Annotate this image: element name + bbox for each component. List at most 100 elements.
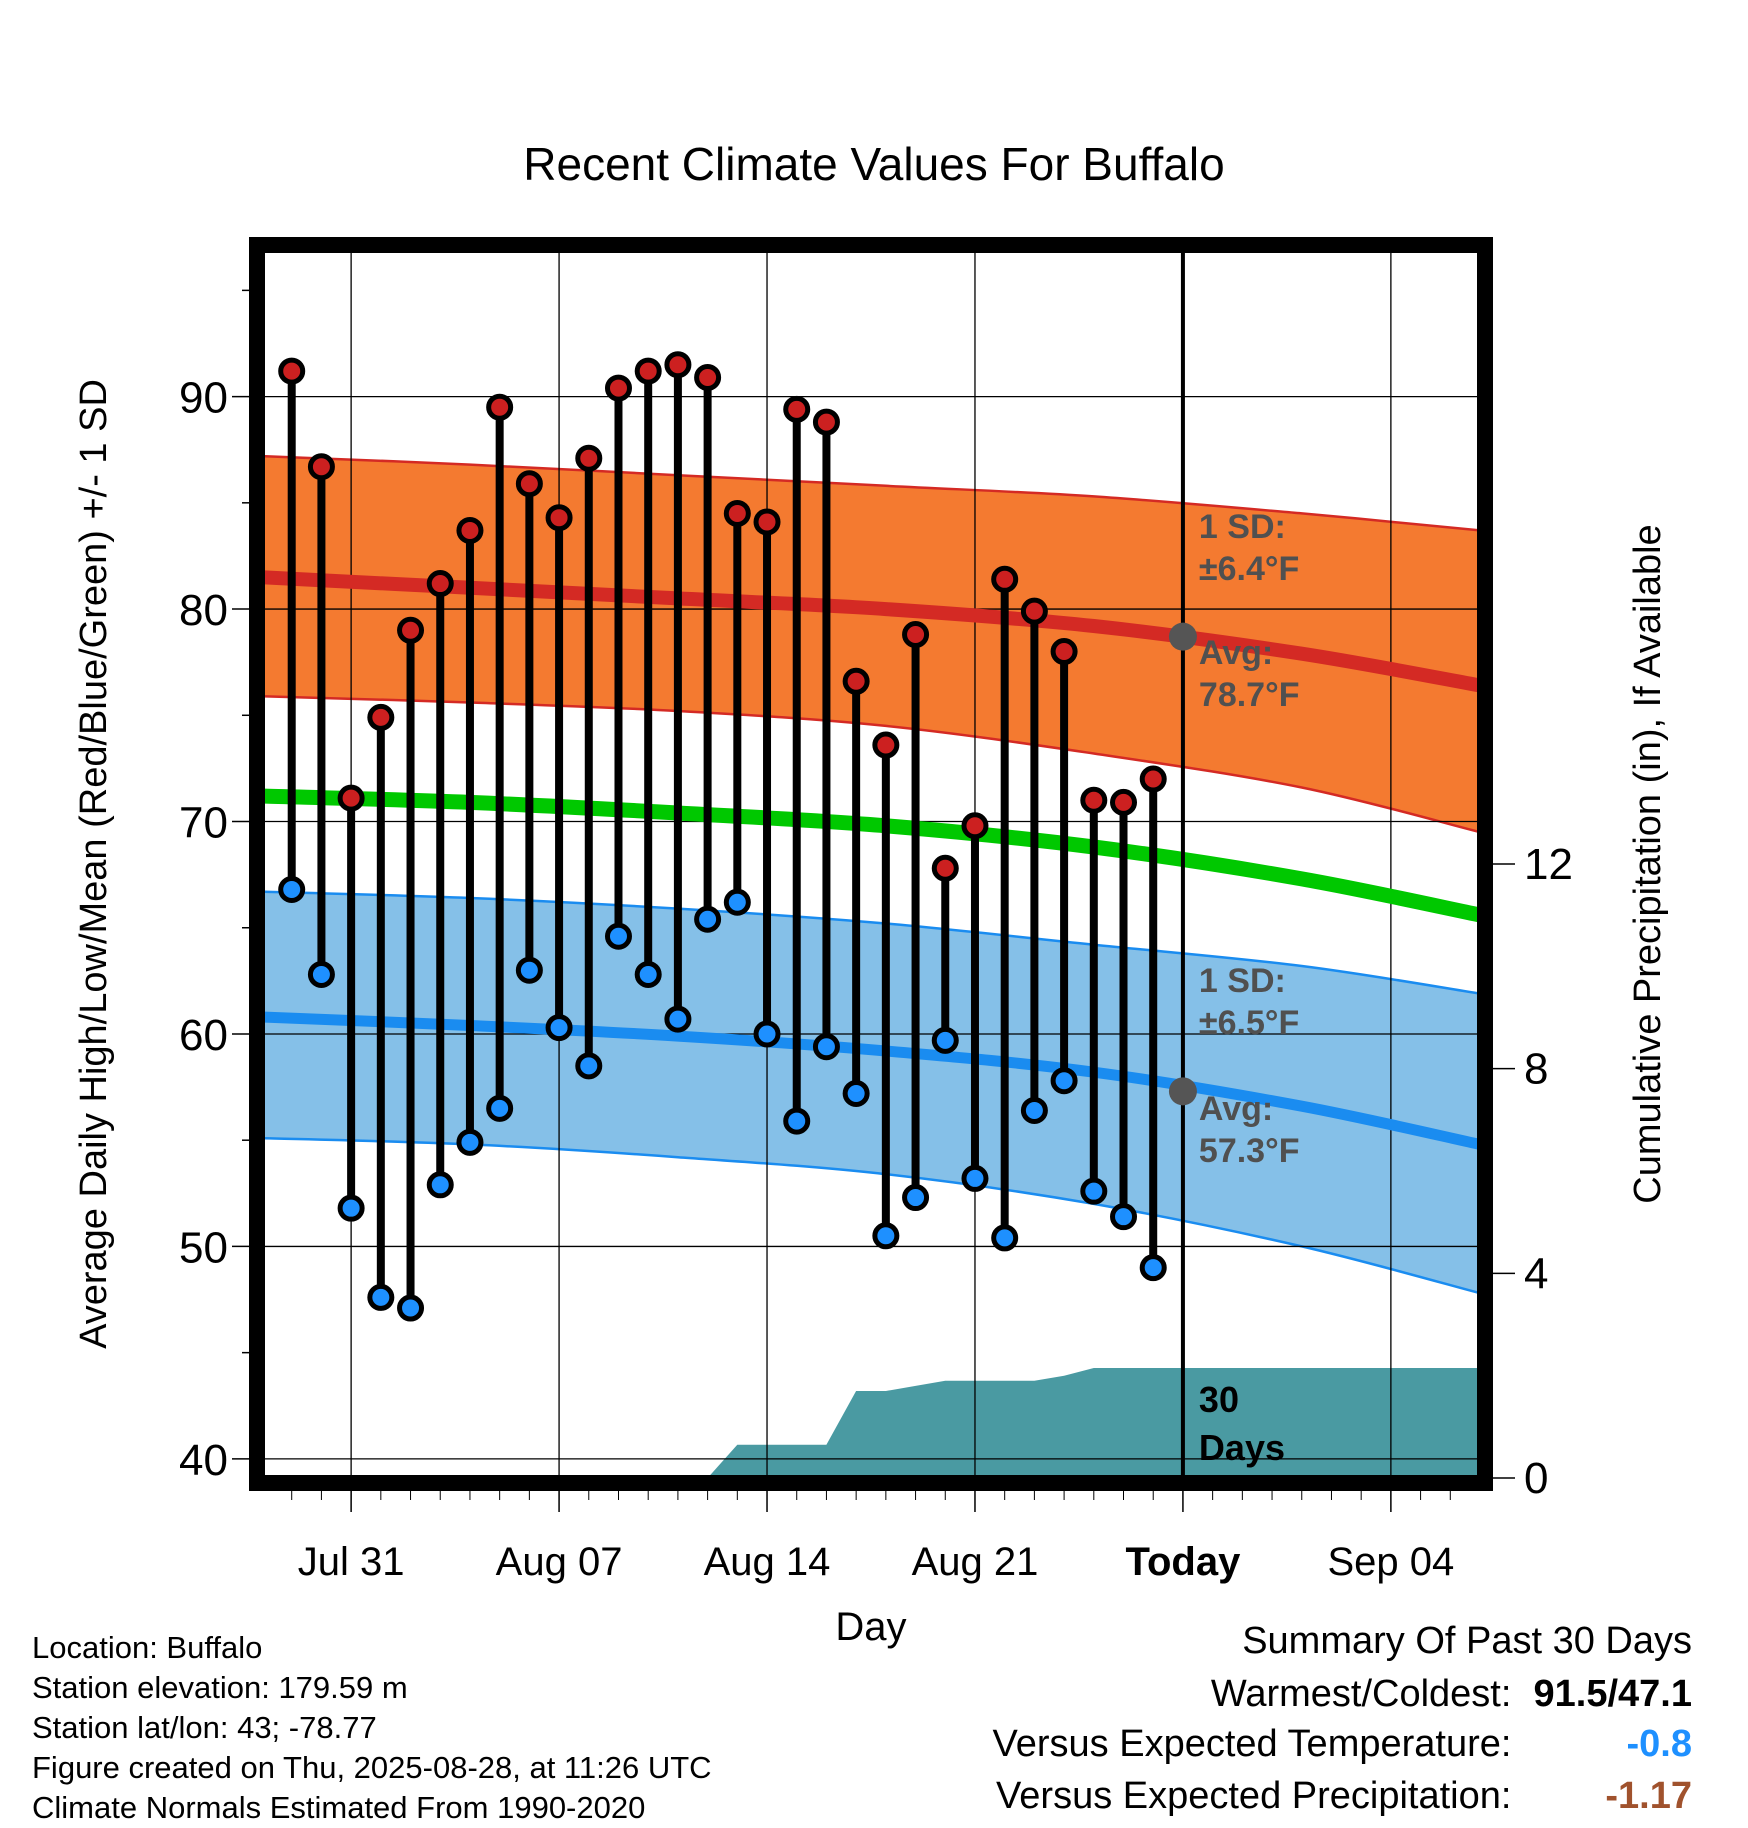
daily-high-point xyxy=(367,703,395,731)
today-low-avg-marker xyxy=(1168,1077,1197,1106)
daily-high-point xyxy=(575,444,603,472)
daily-high-point xyxy=(456,516,484,544)
x-tick-label: Today xyxy=(1126,1540,1242,1584)
daily-low-point xyxy=(931,1026,959,1054)
today-high-avg-marker xyxy=(1168,622,1197,651)
y2-axis-title: Cumulative Precipitation (in), If Availa… xyxy=(1627,524,1669,1203)
y2-tick-label: 0 xyxy=(1524,1454,1548,1503)
summary-precip-label: Versus Expected Precipitation: xyxy=(996,1775,1512,1817)
x-axis-title: Day xyxy=(835,1605,906,1649)
daily-low-point xyxy=(961,1164,989,1192)
daily-low-point xyxy=(367,1283,395,1311)
y-tick-label: 60 xyxy=(179,1011,228,1060)
summary-title: Summary Of Past 30 Days xyxy=(1242,1620,1692,1662)
daily-low-point xyxy=(1139,1254,1167,1282)
daily-low-point xyxy=(723,888,751,916)
daily-low-point xyxy=(1110,1203,1138,1231)
x-tick-label: Aug 21 xyxy=(912,1540,1039,1584)
daily-high-point xyxy=(1020,597,1048,625)
daily-high-point xyxy=(604,374,632,402)
daily-high-point xyxy=(753,508,781,536)
daily-low-point xyxy=(545,1014,573,1042)
daily-low-point xyxy=(1080,1177,1108,1205)
daily-low-point xyxy=(842,1079,870,1107)
summary-precip: Versus Expected Precipitation: -1.17 xyxy=(996,1775,1692,1818)
daily-low-point xyxy=(783,1107,811,1135)
y2-tick-label: 8 xyxy=(1524,1045,1548,1094)
daily-high-point xyxy=(278,357,306,385)
daily-low-point xyxy=(604,922,632,950)
daily-low-point xyxy=(307,960,335,988)
daily-low-point xyxy=(902,1184,930,1212)
y2-tick-label: 4 xyxy=(1524,1249,1548,1298)
daily-low-point xyxy=(456,1128,484,1156)
daily-high-point xyxy=(545,504,573,532)
daily-low-point xyxy=(694,905,722,933)
high-band-upper-edge xyxy=(262,454,1480,532)
daily-low-point xyxy=(575,1052,603,1080)
high-sd-band xyxy=(262,456,1480,833)
summary-warmest-value: 91.5/47.1 xyxy=(1533,1673,1692,1715)
daily-high-point xyxy=(694,363,722,391)
y-tick-label: 90 xyxy=(179,374,228,423)
daily-high-point xyxy=(1080,786,1108,814)
daily-high-point xyxy=(723,499,751,527)
daily-low-point xyxy=(486,1094,514,1122)
high-sd-value: ±6.4°F xyxy=(1199,550,1299,588)
y2-tick-label: 12 xyxy=(1524,840,1573,889)
x-tick-label: Sep 04 xyxy=(1327,1540,1454,1584)
daily-high-point xyxy=(1050,638,1078,666)
daily-high-point xyxy=(872,731,900,759)
summary-warmest-label: Warmest/Coldest: xyxy=(1210,1673,1512,1715)
daily-high-point xyxy=(902,621,930,649)
high-avg-value: 78.7°F xyxy=(1199,676,1300,714)
precipitation-area xyxy=(262,1368,1480,1478)
daily-high-point xyxy=(783,395,811,423)
daily-high-point xyxy=(634,357,662,385)
daily-high-point xyxy=(1110,788,1138,816)
low-avg-value: 57.3°F xyxy=(1199,1132,1300,1170)
info-created: Figure created on Thu, 2025-08-28, at 11… xyxy=(32,1750,712,1785)
daily-high-point xyxy=(515,470,543,498)
daily-low-point xyxy=(278,875,306,903)
daily-high-point xyxy=(486,393,514,421)
y-tick-label: 80 xyxy=(179,586,228,635)
x-tick-label: Aug 14 xyxy=(704,1540,831,1584)
daily-high-point xyxy=(337,784,365,812)
daily-low-point xyxy=(397,1294,425,1322)
daily-high-point xyxy=(426,570,454,598)
daily-low-point xyxy=(515,956,543,984)
daily-low-point xyxy=(634,960,662,988)
daily-low-point xyxy=(1050,1067,1078,1095)
daily-high-point xyxy=(931,854,959,882)
y-axis-title: Average Daily High/Low/Mean (Red/Blue/Gr… xyxy=(73,379,115,1349)
daily-low-point xyxy=(753,1020,781,1048)
daily-high-point xyxy=(991,565,1019,593)
info-location: Location: Buffalo xyxy=(32,1630,263,1665)
x-tick-label: Jul 31 xyxy=(298,1540,405,1584)
low-sd-band xyxy=(262,891,1480,1294)
daily-low-point xyxy=(337,1194,365,1222)
daily-low-point xyxy=(664,1005,692,1033)
low-avg-label: Avg: xyxy=(1199,1090,1273,1128)
info-elevation: Station elevation: 179.59 m xyxy=(32,1670,408,1705)
daily-high-point xyxy=(1139,765,1167,793)
precip-days-label: Days xyxy=(1199,1427,1285,1468)
daily-high-point xyxy=(664,351,692,379)
daily-low-point xyxy=(1020,1096,1048,1124)
precip-days-number: 30 xyxy=(1199,1379,1239,1420)
summary-temp-value: -0.8 xyxy=(1626,1723,1692,1765)
low-sd-label: 1 SD: xyxy=(1199,962,1286,1000)
y-tick-label: 70 xyxy=(179,799,228,848)
high-sd-label: 1 SD: xyxy=(1199,508,1286,546)
high-avg-label: Avg: xyxy=(1199,634,1273,672)
summary-temp-label: Versus Expected Temperature: xyxy=(992,1723,1512,1765)
daily-high-point xyxy=(961,812,989,840)
y-tick-label: 50 xyxy=(179,1223,228,1272)
summary-temp: Versus Expected Temperature: -0.8 xyxy=(993,1723,1692,1766)
x-tick-label: Aug 07 xyxy=(496,1540,623,1584)
daily-high-point xyxy=(812,408,840,436)
daily-high-point xyxy=(842,667,870,695)
summary-precip-value: -1.17 xyxy=(1605,1775,1692,1817)
